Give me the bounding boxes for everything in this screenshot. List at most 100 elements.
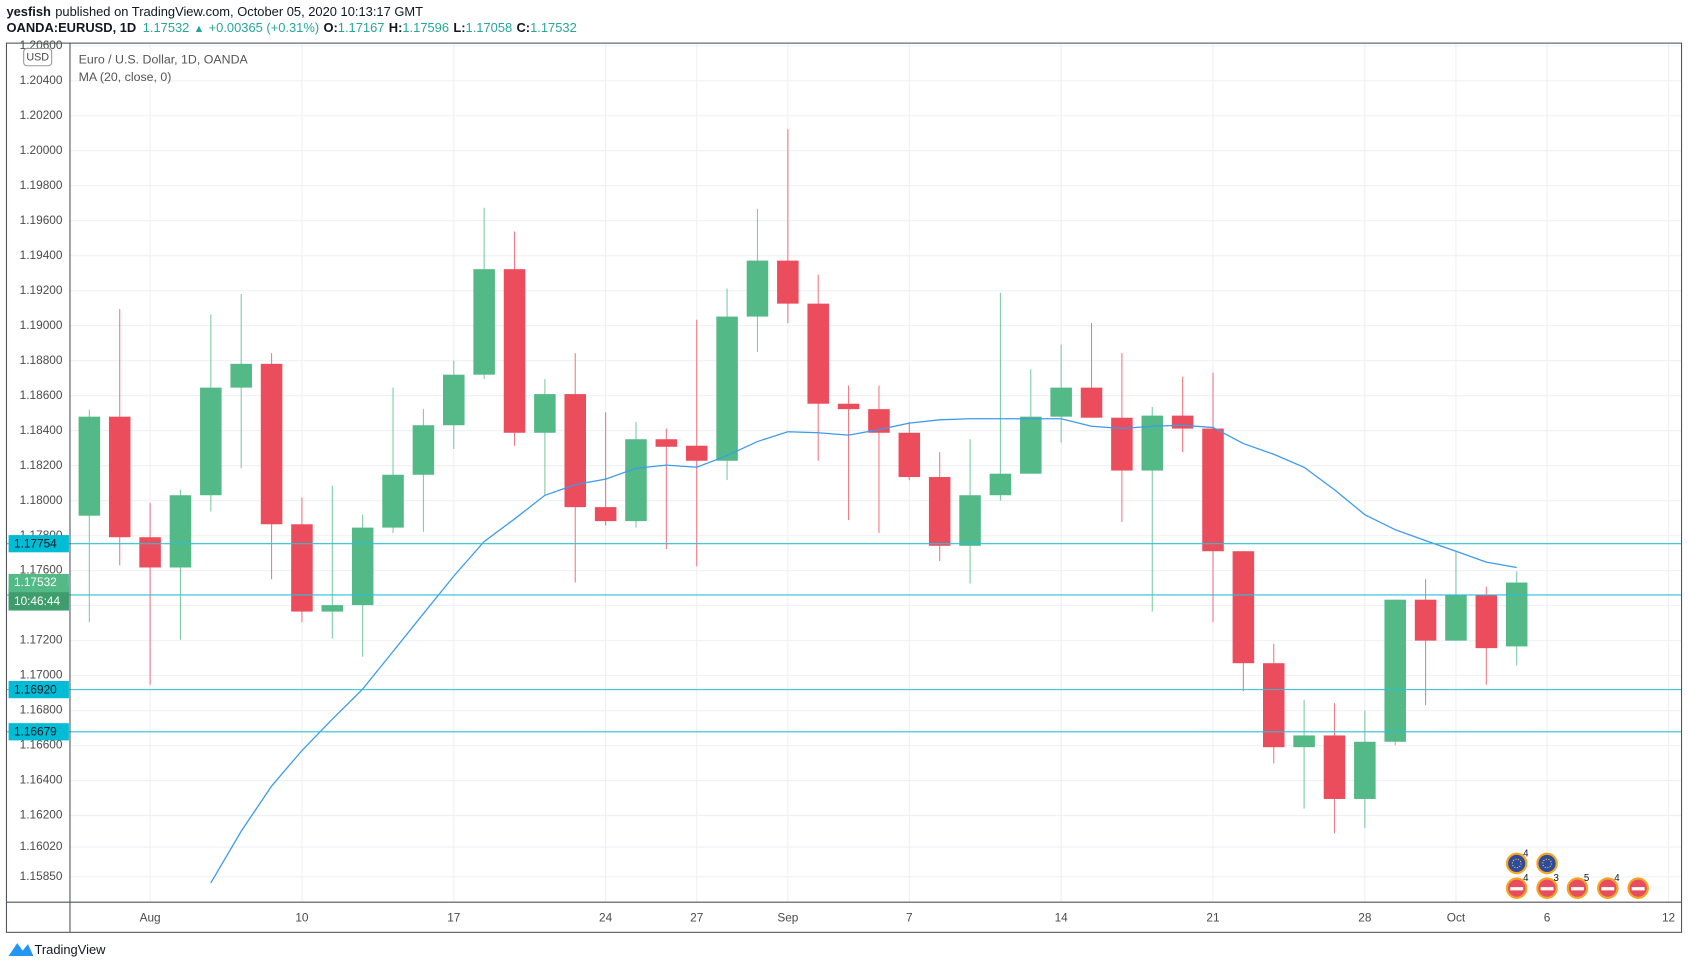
candle-body — [78, 416, 101, 516]
symbol-info: OANDA:EURUSD, 1D 1.17532 ▲ +0.00365 (+0.31%… — [6, 21, 576, 36]
y-tick-label: 1.18800 — [20, 353, 63, 367]
candle-body — [260, 363, 283, 525]
logo-mark — [8, 943, 34, 957]
price-line-label: 1.17754 — [14, 536, 57, 550]
y-tick-label: 1.19600 — [20, 213, 63, 227]
price-line-label: 1.16920 — [14, 682, 57, 696]
x-tick-label: Sep — [777, 910, 798, 924]
y-tick-label: 1.16200 — [20, 808, 63, 822]
event-icon — [1505, 852, 1528, 875]
candle-body — [1141, 415, 1164, 471]
price-line-tag — [8, 723, 69, 741]
price-line-label: 1.16679 — [14, 724, 57, 738]
overlay: 1.177541.174611.169201.166791.1753210:46… — [6, 535, 1682, 899]
candle-body — [716, 316, 738, 461]
ohlc-value: 1.17532 — [530, 21, 577, 36]
y-tick-label: 1.16020 — [20, 839, 63, 853]
y-tick-label: 1.16600 — [20, 738, 63, 752]
chart-frame — [5, 42, 1683, 933]
candle-body — [959, 495, 981, 546]
candle-body — [1384, 599, 1406, 742]
y-tick-label: 1.19800 — [20, 178, 63, 192]
candle-body — [534, 394, 556, 433]
y-tick-label: 1.19400 — [20, 248, 63, 262]
change-arrow: ▲ — [194, 23, 205, 35]
y-tick-label: 1.15850 — [20, 869, 63, 883]
event-flag — [1570, 887, 1584, 891]
x-tick-label: 14 — [1055, 910, 1069, 924]
candle-body — [1050, 387, 1072, 417]
candle-body — [807, 303, 829, 404]
symbol: OANDA:EURUSD, 1D — [6, 21, 136, 36]
price-line-tag — [8, 535, 69, 553]
y-tick-label: 1.19200 — [20, 283, 63, 297]
legend-title: Euro / U.S. Dollar, 1D, OANDA — [79, 53, 249, 67]
candle-body — [1202, 428, 1224, 552]
x-tick-label: 24 — [599, 910, 613, 924]
x-tick-label: 7 — [906, 910, 913, 924]
legend-ma: MA (20, close, 0) — [79, 70, 172, 84]
plot-area — [78, 129, 1528, 884]
price-line-tag — [8, 681, 69, 699]
publish-info: yesfish published on TradingView.com, Oct… — [6, 4, 423, 19]
candle-body — [230, 363, 252, 388]
footer-logo: TradingView — [8, 942, 106, 957]
x-tick-label: 28 — [1358, 910, 1372, 924]
event-flag — [1542, 858, 1552, 869]
x-tick-label: 21 — [1206, 910, 1219, 924]
y-tick-label: 1.17000 — [20, 668, 63, 682]
candle-body — [1475, 595, 1498, 649]
event-flag — [1510, 887, 1524, 891]
candle-body — [443, 374, 465, 426]
candle-body — [200, 387, 222, 496]
y-tick-label: 1.17600 — [20, 563, 63, 577]
candle-body — [1262, 663, 1285, 748]
candle-body — [412, 425, 435, 475]
y-tick-label: 1.16400 — [20, 773, 63, 787]
x-tick-label: 17 — [447, 910, 460, 924]
event-flag — [1511, 858, 1522, 869]
candle-body — [928, 477, 951, 546]
y-tick-label: 1.19000 — [20, 318, 63, 332]
ohlc-label: C: — [516, 21, 530, 36]
brand: TradingView — [34, 942, 106, 957]
publish-text: published on TradingView.com, October 05… — [55, 4, 423, 19]
candle-body — [1111, 417, 1133, 471]
y-tick-label: 1.17200 — [20, 633, 63, 647]
y-tick-label: 1.18600 — [20, 388, 63, 402]
ohlc-label: O: — [323, 21, 337, 36]
candle-body — [291, 524, 313, 612]
candle-body — [868, 409, 890, 433]
candle-body — [594, 507, 617, 522]
ohlc-label: H: — [389, 21, 403, 36]
y-tick-label: 1.18200 — [20, 458, 63, 472]
last-price-label: 1.17532 — [14, 575, 57, 589]
candle-body — [503, 269, 526, 433]
x-tick-label: 12 — [1662, 910, 1675, 924]
price: 1.17532 — [143, 21, 190, 36]
event-count: 4 — [1614, 873, 1620, 884]
candle-body — [655, 439, 678, 447]
candle-body — [1020, 416, 1042, 474]
candle-body — [1323, 735, 1346, 799]
event-flag — [1631, 887, 1645, 891]
candle-body — [321, 605, 344, 612]
candle-body — [473, 269, 495, 375]
candle-body — [1171, 415, 1194, 429]
x-tick-label: 27 — [690, 910, 703, 924]
candle-body — [564, 394, 587, 508]
candle-body — [1414, 599, 1437, 641]
event-flag — [1540, 887, 1554, 891]
candle-body — [108, 416, 131, 538]
author: yesfish — [6, 4, 51, 19]
candle-body — [1232, 551, 1255, 664]
candle-body — [382, 474, 404, 528]
event-count: 5 — [1584, 873, 1589, 884]
ohlc-value: 1.17596 — [402, 21, 449, 36]
event-count: 4 — [1523, 848, 1529, 859]
x-tick-label: 6 — [1544, 910, 1551, 924]
candle-body — [1505, 582, 1528, 647]
